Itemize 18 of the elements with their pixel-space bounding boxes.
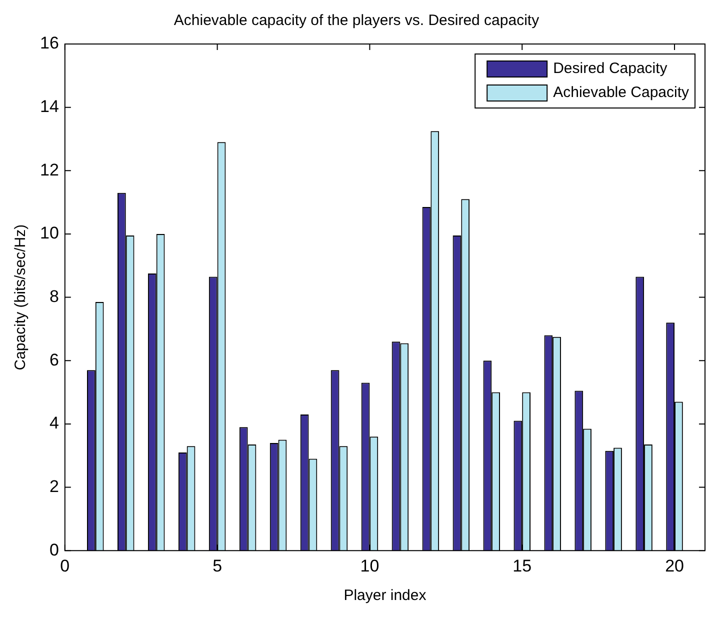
y-tick-label: 0 bbox=[49, 540, 59, 560]
legend-label: Desired Capacity bbox=[553, 60, 668, 78]
x-tick-label: 20 bbox=[665, 556, 684, 576]
y-tick-label: 14 bbox=[40, 97, 59, 116]
y-tick-label: 8 bbox=[49, 286, 59, 306]
chart-title: Achievable capacity of the players vs. Desired capacity bbox=[174, 12, 540, 30]
y-axis-title: Capacity (bits/sec/Hz) bbox=[12, 224, 30, 370]
x-tick-label: 5 bbox=[212, 556, 222, 576]
x-tick-label: 10 bbox=[360, 556, 380, 576]
y-tick-label: 12 bbox=[40, 160, 59, 180]
x-tick-label: 15 bbox=[512, 556, 532, 576]
y-tick-label: 2 bbox=[49, 476, 59, 496]
y-tick-label: 10 bbox=[40, 224, 59, 243]
y-tick-label: 6 bbox=[49, 350, 59, 370]
y-tick-label: 4 bbox=[49, 414, 59, 433]
x-axis-title: Player index bbox=[344, 587, 427, 604]
y-tick-label: 16 bbox=[40, 34, 59, 53]
legend-label: Achievable Capacity bbox=[553, 84, 690, 102]
